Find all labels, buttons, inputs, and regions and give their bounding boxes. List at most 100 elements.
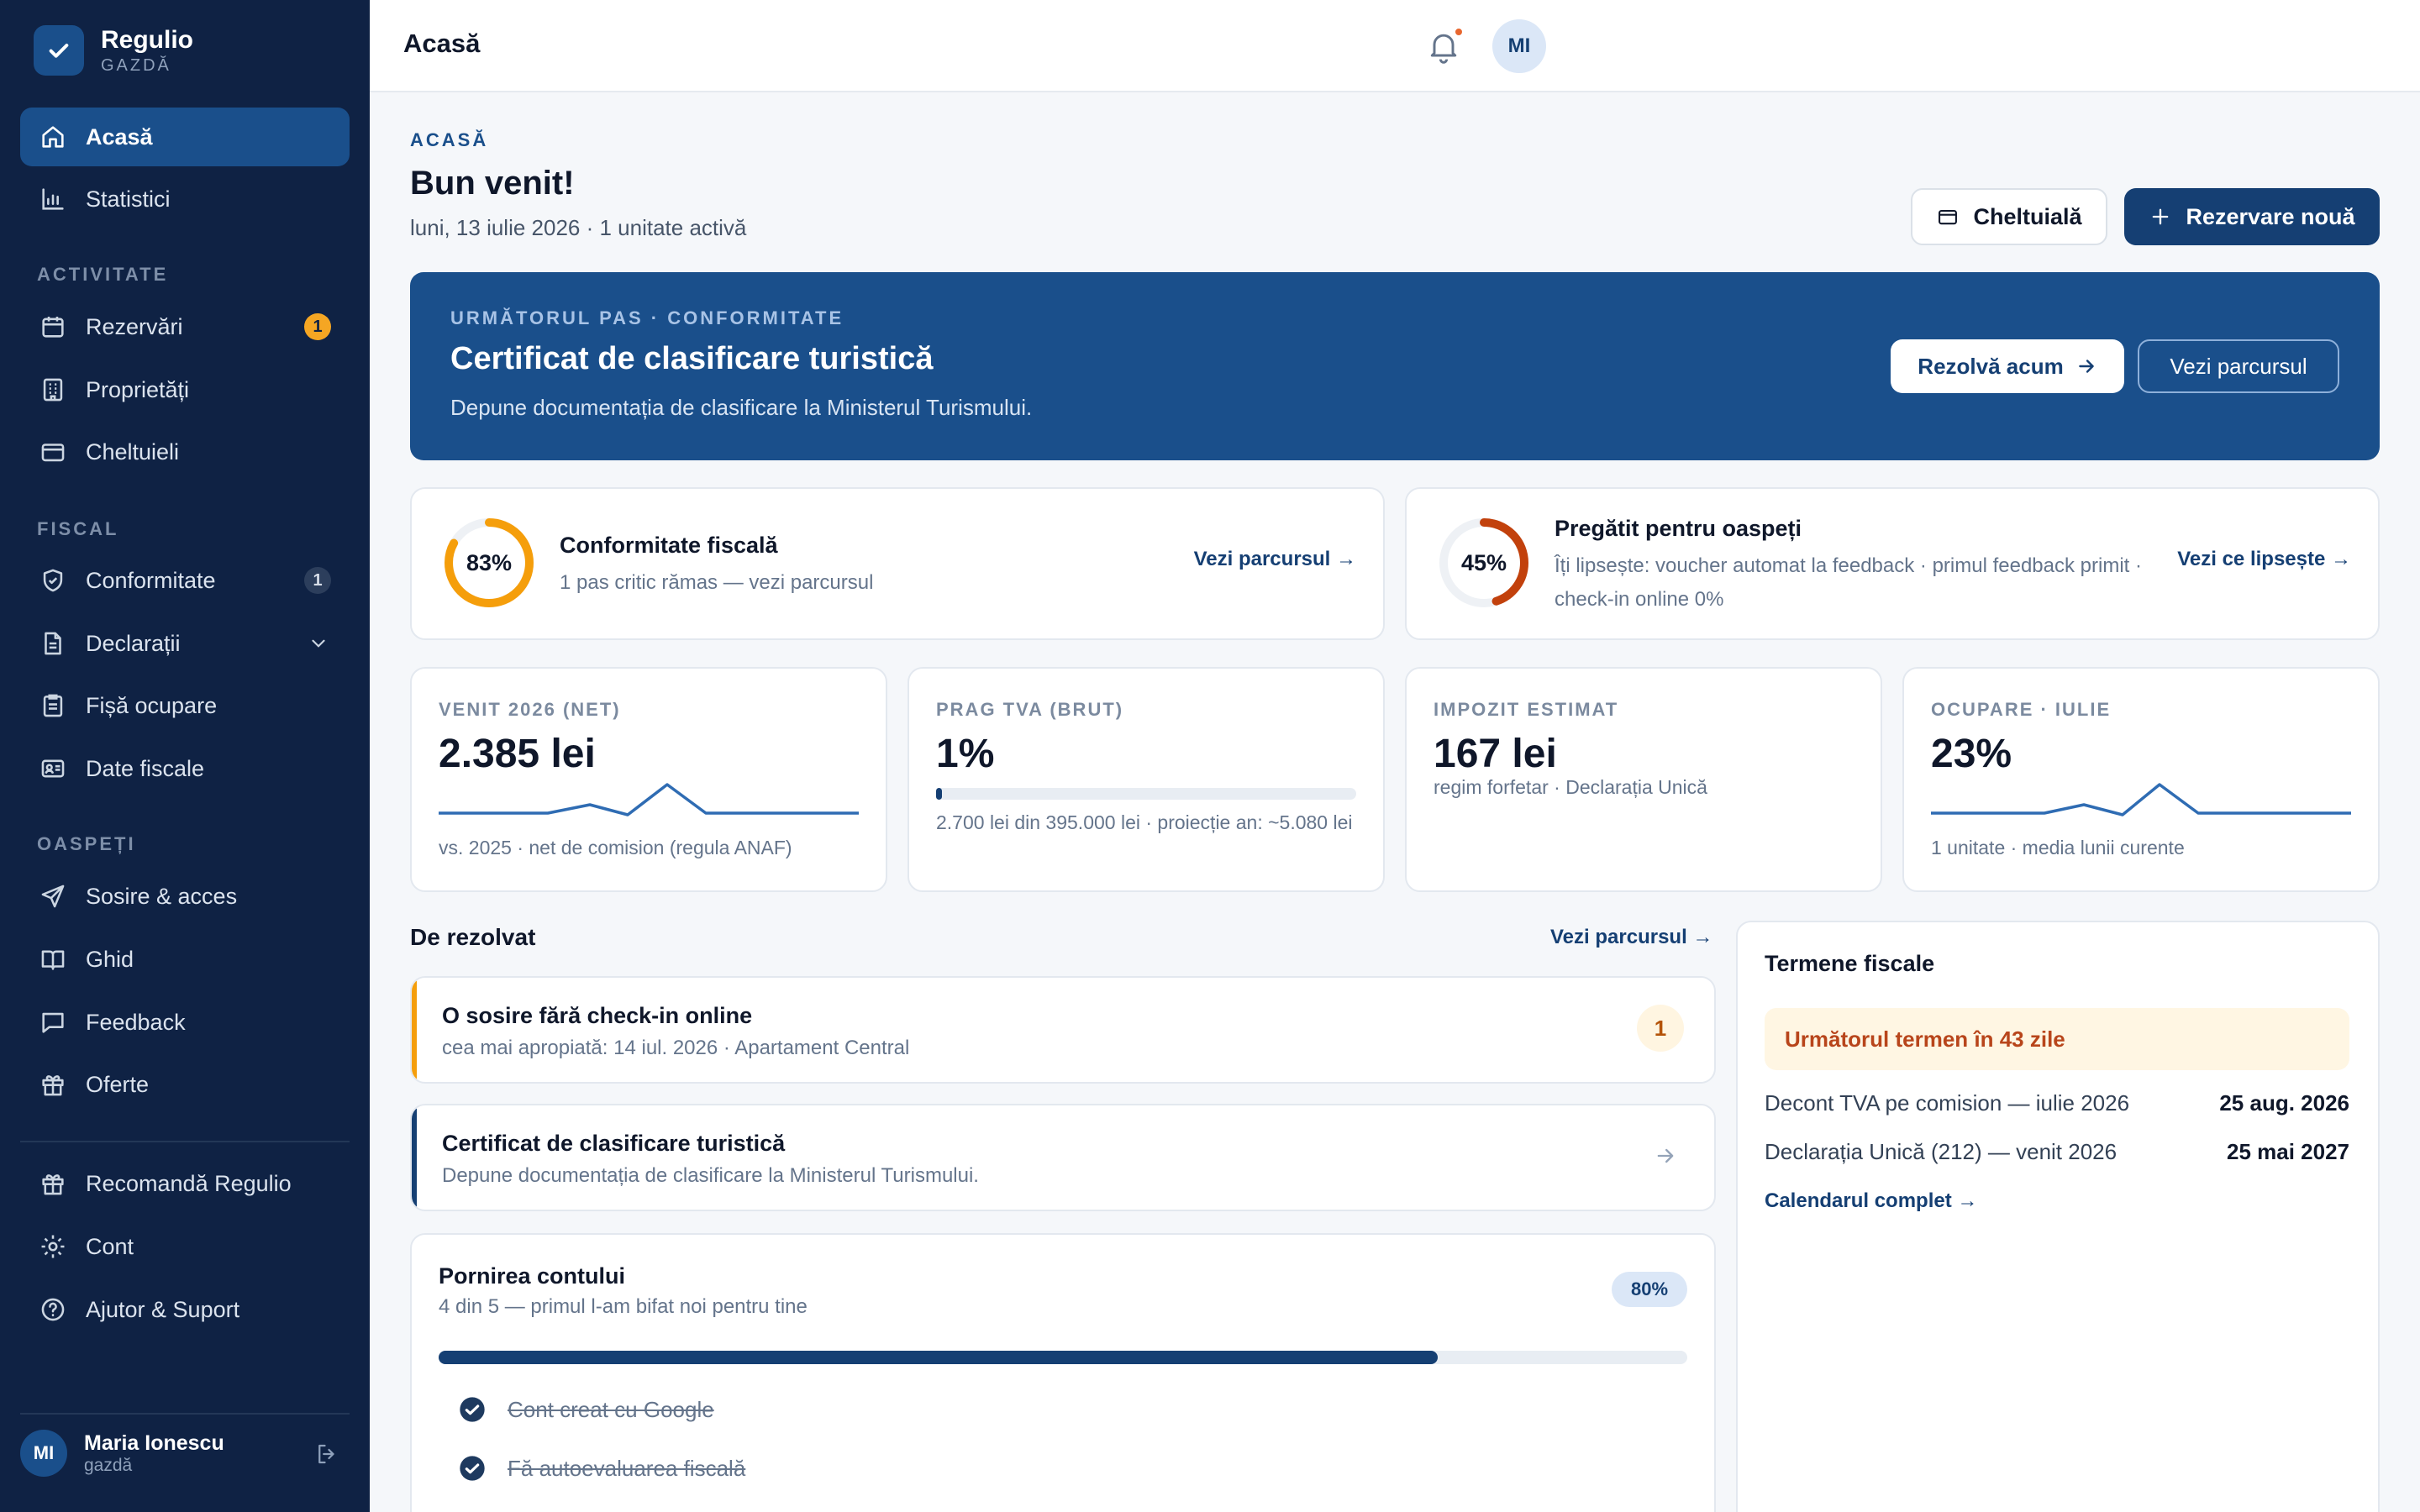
sidebar-item-label: Proprietăți — [86, 376, 190, 402]
task-accent — [412, 978, 417, 1082]
brand[interactable]: Regulio GAZDĂ — [34, 25, 193, 76]
brand-role: GAZDĂ — [101, 56, 171, 75]
check-circle-icon — [460, 1456, 485, 1481]
sidebar-item-label: Cheltuieli — [86, 438, 180, 465]
logout-icon[interactable] — [314, 1441, 339, 1467]
stat-occupancy: OCUPARE · IULIE 23% 1 unitate · media lu… — [1902, 667, 2380, 892]
bar-chart-icon — [42, 188, 64, 210]
new-booking-button[interactable]: Rezervare nouă — [2124, 188, 2380, 245]
onboarding-title: Pornirea contului — [439, 1263, 626, 1289]
sidebar-item-fisa-ocupare[interactable]: Fișă ocupare — [20, 676, 350, 735]
conformitate-badge: 1 — [304, 567, 331, 594]
gift-icon — [42, 1174, 64, 1195]
sidebar-item-conformitate[interactable]: Conformitate 1 — [20, 551, 350, 610]
deadline-row: Decont TVA pe comision — iulie 2026 25 a… — [1765, 1090, 2349, 1116]
sidebar-item-oferte[interactable]: Oferte — [20, 1055, 350, 1114]
task-sub: cea mai apropiată: 14 iul. 2026 · Aparta… — [442, 1037, 910, 1059]
todo-view-path-link[interactable]: Vezi parcursul → — [1550, 926, 1713, 948]
sidebar-item-cheltuieli[interactable]: Cheltuieli — [20, 423, 350, 481]
sidebar-divider — [20, 1141, 350, 1142]
deadlines-title: Termene fiscale — [1765, 951, 1935, 976]
sidebar-item-rezervari[interactable]: Rezervări 1 — [20, 297, 350, 356]
onboarding-step-done[interactable]: Fă autoevaluarea fiscală — [459, 1455, 745, 1482]
page-title: Bun venit! — [410, 165, 575, 202]
task-checkin[interactable]: O sosire fără check-in online cea mai ap… — [410, 976, 1716, 1084]
sidebar-item-statistici[interactable]: Statistici — [20, 170, 350, 228]
sidebar-divider — [20, 1413, 350, 1415]
sidebar-item-label: Ghid — [86, 946, 134, 972]
compliance-view-path-link[interactable]: Vezi parcursul → — [1193, 548, 1356, 570]
resolve-now-label: Rezolvă acum — [1918, 353, 2064, 379]
brand-name: Regulio — [101, 26, 193, 54]
onboarding-progress-fill — [439, 1351, 1438, 1364]
page-date: luni, 13 iulie 2026 · 1 unitate activă — [410, 215, 747, 240]
id-card-icon — [41, 759, 65, 778]
stat-note: 1 unitate · media lunii curente — [1931, 837, 2185, 858]
onboarding-percent: 80% — [1612, 1272, 1687, 1307]
sidebar-item-label: Feedback — [86, 1009, 186, 1035]
shield-check-icon — [43, 569, 63, 592]
onboarding-progress-bar — [439, 1351, 1687, 1364]
task-title: O sosire fără check-in online — [442, 1003, 753, 1028]
stat-income: VENIT 2026 (NET) 2.385 lei vs. 2025 · ne… — [410, 667, 887, 892]
stat-value: 167 lei — [1434, 732, 1557, 776]
task-sub: Depune documentația de clasificare la Mi… — [442, 1164, 979, 1187]
arrow-right-icon — [1657, 1148, 1674, 1163]
deadline-row: Declarația Unică (212) — venit 2026 25 m… — [1765, 1139, 2349, 1165]
sidebar-item-declaratii[interactable]: Declarații — [20, 614, 350, 673]
guest-ready-ring: 45% — [1437, 516, 1531, 610]
guest-ready-missing-link[interactable]: Vezi ce lipsește → — [2177, 548, 2351, 570]
sidebar-item-ghid[interactable]: Ghid — [20, 930, 350, 989]
arrow-right-icon — [2078, 360, 2094, 373]
compliance-title: Conformitate fiscală — [560, 533, 778, 558]
add-expense-label: Cheltuială — [1973, 203, 2082, 229]
avatar[interactable]: MI — [1492, 19, 1546, 73]
chevron-down-icon[interactable] — [308, 633, 329, 654]
banner-desc: Depune documentația de clasificare la Mi… — [450, 395, 1033, 420]
view-path-button[interactable]: Vezi parcursul — [2138, 339, 2339, 393]
resolve-now-button[interactable]: Rezolvă acum — [1891, 339, 2124, 393]
sidebar-item-sosire-acces[interactable]: Sosire & acces — [20, 867, 350, 926]
sidebar-item-label: Oferte — [86, 1071, 150, 1097]
banner-title: Certificat de clasificare turistică — [450, 341, 934, 376]
sidebar-item-label: Cont — [86, 1233, 134, 1259]
sidebar-item-cont[interactable]: Cont — [20, 1217, 350, 1276]
guest-ready-title: Pregătit pentru oaspeți — [1555, 516, 1802, 541]
sidebar-item-date-fiscale[interactable]: Date fiscale — [20, 739, 350, 798]
next-step-banner: URMĂTORUL PAS · CONFORMITATE Certificat … — [410, 272, 2380, 460]
guest-ready-percent: 45% — [1460, 549, 1507, 575]
help-circle-icon — [41, 1298, 65, 1321]
avatar[interactable]: MI — [20, 1430, 67, 1477]
sidebar-item-label: Rezervări — [86, 313, 183, 339]
bell-icon[interactable] — [1425, 28, 1462, 65]
deadline-name: Declarația Unică (212) — venit 2026 — [1765, 1139, 2118, 1164]
onboarding-step-done[interactable]: Cont creat cu Google — [459, 1396, 714, 1423]
sidebar-item-proprietati[interactable]: Proprietăți — [20, 360, 350, 419]
full-calendar-link[interactable]: Calendarul complet → — [1765, 1189, 1978, 1212]
task-certificate[interactable]: Certificat de clasificare turistică Depu… — [410, 1104, 1716, 1211]
sidebar-item-ajutor[interactable]: Ajutor & Suport — [20, 1280, 350, 1339]
stat-label: OCUPARE · IULIE — [1931, 699, 2112, 720]
calendar-icon — [42, 316, 64, 338]
todo-title: De rezolvat — [410, 924, 536, 950]
onboarding-step-label: Cont creat cu Google — [508, 1396, 714, 1422]
gear-icon — [41, 1235, 65, 1258]
sidebar-item-feedback[interactable]: Feedback — [20, 993, 350, 1052]
sidebar-item-recomanda[interactable]: Recomandă Regulio — [20, 1154, 350, 1213]
user-name: Maria Ionescu — [84, 1431, 224, 1455]
stat-tax: IMPOZIT ESTIMAT 167 lei regim forfetar ·… — [1405, 667, 1882, 892]
sidebar-item-acasa[interactable]: Acasă — [20, 108, 350, 166]
sidebar-item-label: Sosire & acces — [86, 883, 238, 909]
clipboard-icon — [43, 694, 63, 717]
rezervari-badge: 1 — [304, 313, 331, 340]
deadline-name: Decont TVA pe comision — iulie 2026 — [1765, 1090, 2130, 1116]
add-expense-button[interactable]: Cheltuială — [1911, 188, 2107, 245]
topbar-title: Acasă — [403, 29, 481, 58]
notification-dot — [1454, 27, 1464, 37]
stat-label: PRAG TVA (BRUT) — [936, 699, 1124, 720]
guest-ready-card: 45% Pregătit pentru oaspeți Îți lipsește… — [1405, 487, 2380, 640]
send-icon — [41, 885, 65, 908]
wallet-icon — [41, 444, 65, 462]
stat-value: 1% — [936, 732, 995, 776]
document-icon — [45, 632, 61, 655]
